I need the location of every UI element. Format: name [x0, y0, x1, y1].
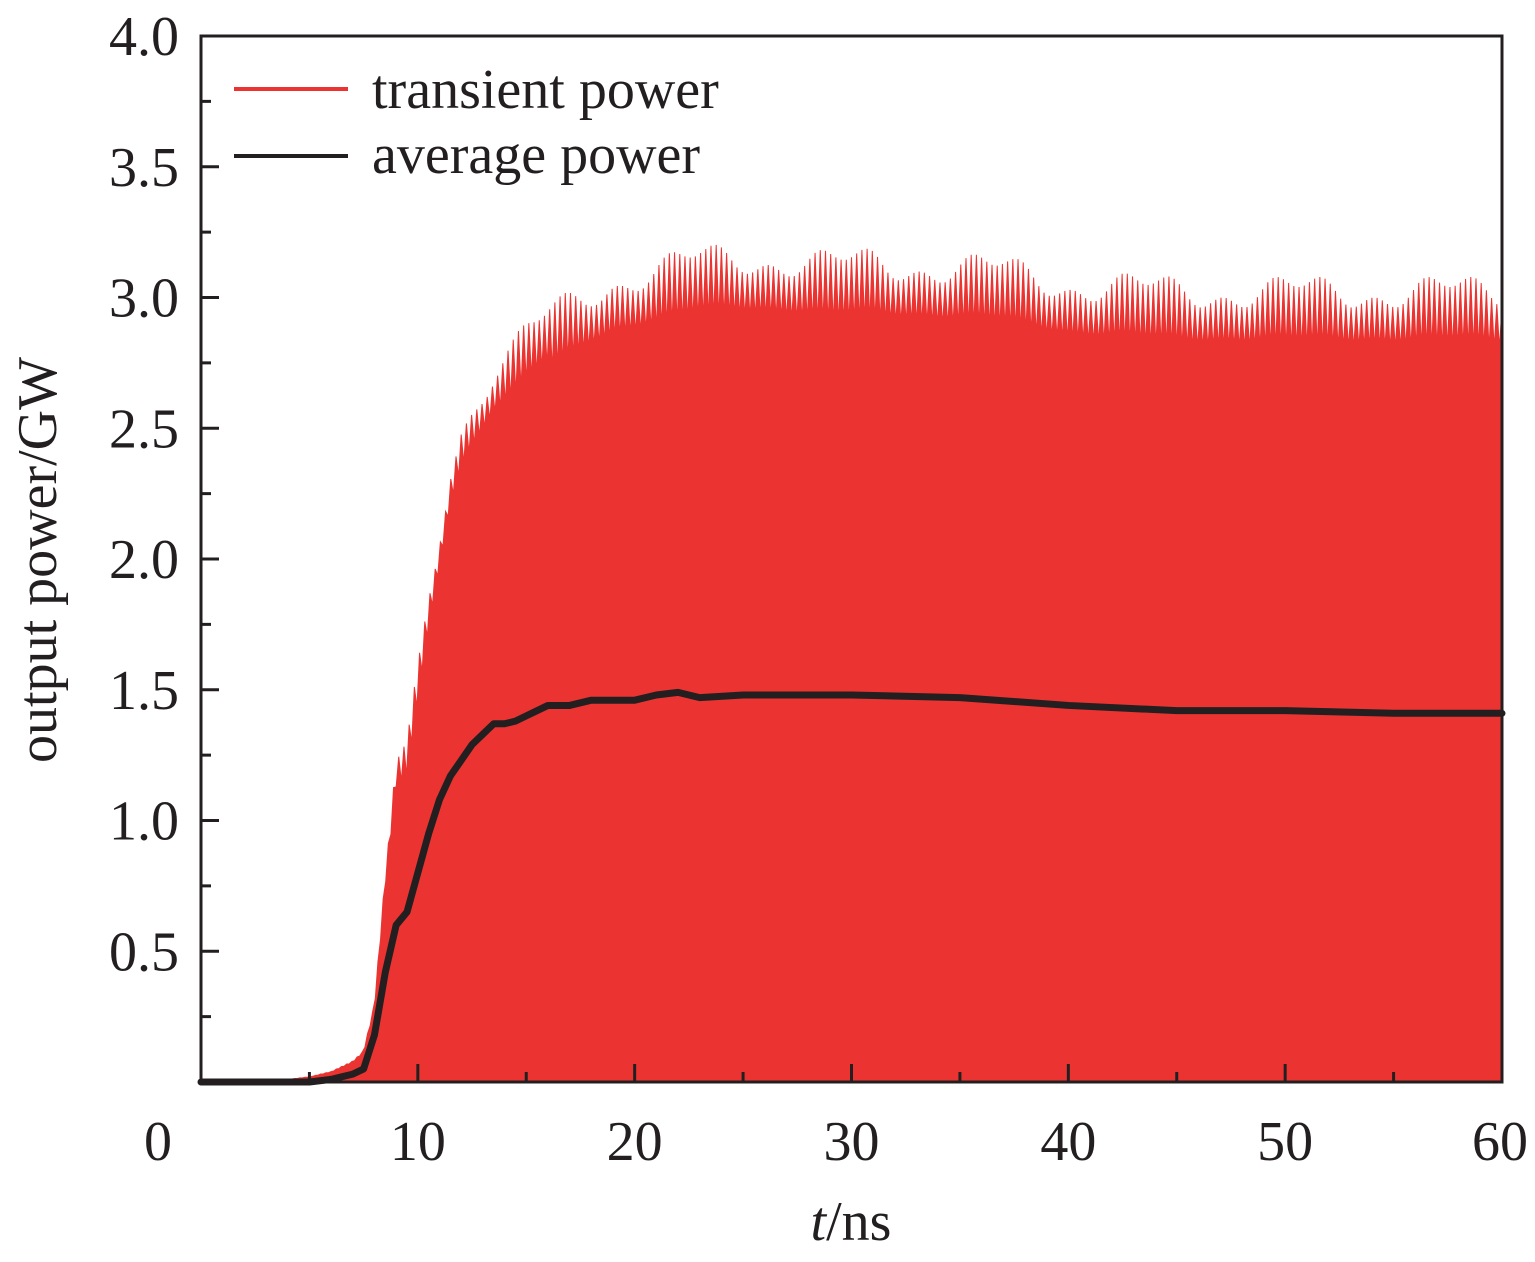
- x-tick-label: 0: [144, 1111, 172, 1173]
- legend-label-transient: transient power: [372, 59, 719, 121]
- y-tick-label: 0.5: [109, 921, 179, 983]
- y-tick-label: 3.0: [109, 268, 179, 330]
- x-tick-label: 10: [390, 1111, 446, 1173]
- x-tick-label: 20: [607, 1111, 663, 1173]
- x-tick-label: 40: [1040, 1111, 1096, 1173]
- x-tick-label: 30: [824, 1111, 880, 1173]
- x-axis-title: t/ns: [811, 1191, 892, 1253]
- x-tick-label: 50: [1257, 1111, 1313, 1173]
- y-tick-label: 1.0: [109, 791, 179, 853]
- y-tick-label: 1.5: [109, 660, 179, 722]
- average-power-series: [197, 688, 1506, 1086]
- transient-power-area: [200, 244, 1503, 1083]
- y-axis: 0.5 1.0 1.5 2.0 2.5 3.0 3.5 4.0: [109, 6, 219, 1019]
- plot-area: [197, 244, 1506, 1086]
- y-axis-title: output power/GW: [7, 357, 69, 763]
- y-tick-label: 2.5: [109, 398, 179, 460]
- x-axis: 0 10 20 30 40 50 60: [144, 1064, 1528, 1173]
- legend-label-average: average power: [372, 124, 700, 186]
- legend: transient power average power: [234, 59, 719, 186]
- x-tick-label: 60: [1472, 1111, 1528, 1173]
- transient-power-series: [200, 244, 1503, 1083]
- y-tick-label: 2.0: [109, 529, 179, 591]
- average-power-line: [197, 688, 1506, 1086]
- y-tick-label: 4.0: [109, 6, 179, 68]
- y-tick-label: 3.5: [109, 137, 179, 199]
